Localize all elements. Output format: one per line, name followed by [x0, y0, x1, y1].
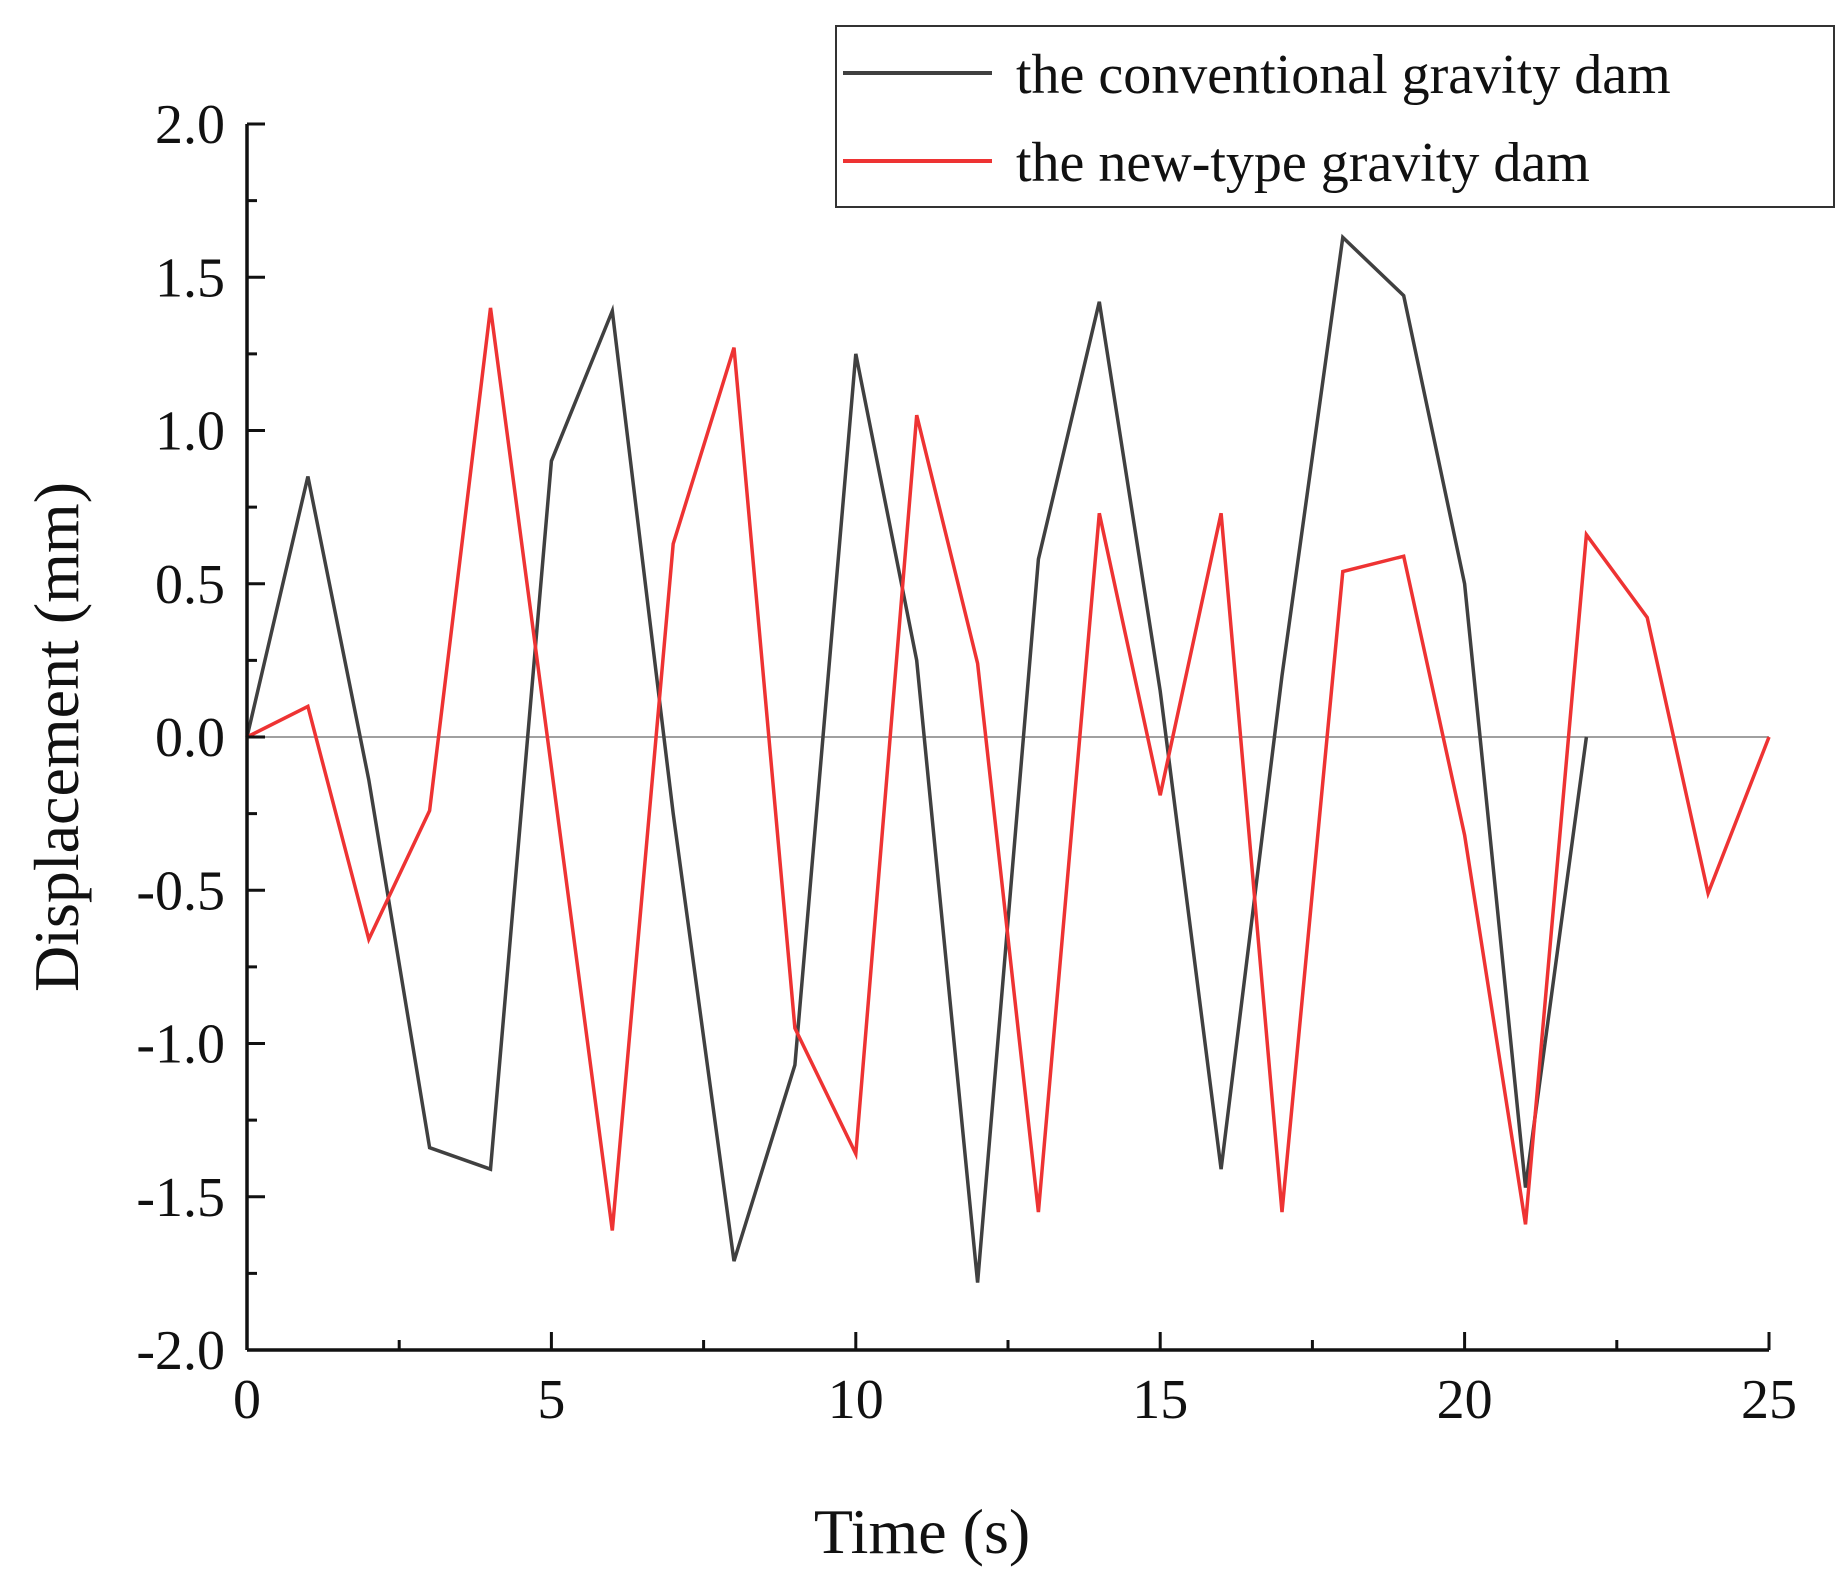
x-ticks: 0 5 10 15 20 25: [233, 1332, 1797, 1431]
x-tick-label: 20: [1437, 1369, 1493, 1431]
y-ticks: 2.0 1.5 1.0 0.5 0.0 -0.5 -1.0 -1.5 -2.0: [136, 94, 265, 1382]
x-tick-label: 0: [233, 1369, 261, 1431]
y-tick-label: -1.5: [136, 1167, 225, 1229]
legend: the conventional gravity dam the new-typ…: [835, 25, 1835, 208]
y-tick-label: 1.5: [155, 247, 225, 309]
y-axis-title: Displacement (mm): [21, 482, 92, 992]
x-tick-label: 5: [537, 1369, 565, 1431]
y-tick-label: 0.0: [155, 707, 225, 769]
y-tick-label: 1.0: [155, 401, 225, 463]
legend-box: [835, 25, 1835, 208]
x-tick-label: 15: [1132, 1369, 1188, 1431]
series-line-conventional: [245, 233, 1589, 1283]
x-tick-label: 25: [1741, 1369, 1797, 1431]
y-tick-label: -0.5: [136, 860, 225, 922]
y-tick-label: 2.0: [155, 94, 225, 156]
y-tick-label: -2.0: [136, 1320, 225, 1382]
x-axis-title: Time (s): [814, 1496, 1030, 1567]
y-tick-label: -1.0: [136, 1014, 225, 1076]
legend-label-new-type: the new-type gravity dam: [1016, 132, 1590, 194]
y-tick-label: 0.5: [155, 554, 225, 616]
series-line-new-type: [246, 307, 1771, 1231]
x-tick-label: 10: [828, 1369, 884, 1431]
series-layer: [245, 233, 1771, 1283]
legend-label-conventional: the conventional gravity dam: [1016, 44, 1671, 106]
